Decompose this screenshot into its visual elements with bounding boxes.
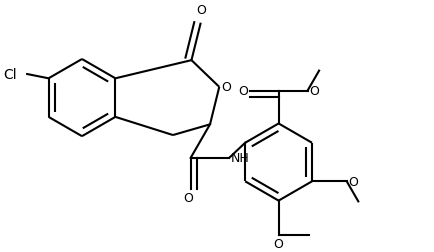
Text: O: O bbox=[309, 85, 319, 98]
Text: O: O bbox=[196, 4, 206, 17]
Text: O: O bbox=[274, 237, 283, 250]
Text: O: O bbox=[184, 191, 194, 204]
Text: NH: NH bbox=[230, 152, 250, 165]
Text: O: O bbox=[239, 85, 248, 98]
Text: O: O bbox=[348, 175, 358, 188]
Text: Cl: Cl bbox=[3, 68, 16, 82]
Text: O: O bbox=[221, 81, 231, 94]
